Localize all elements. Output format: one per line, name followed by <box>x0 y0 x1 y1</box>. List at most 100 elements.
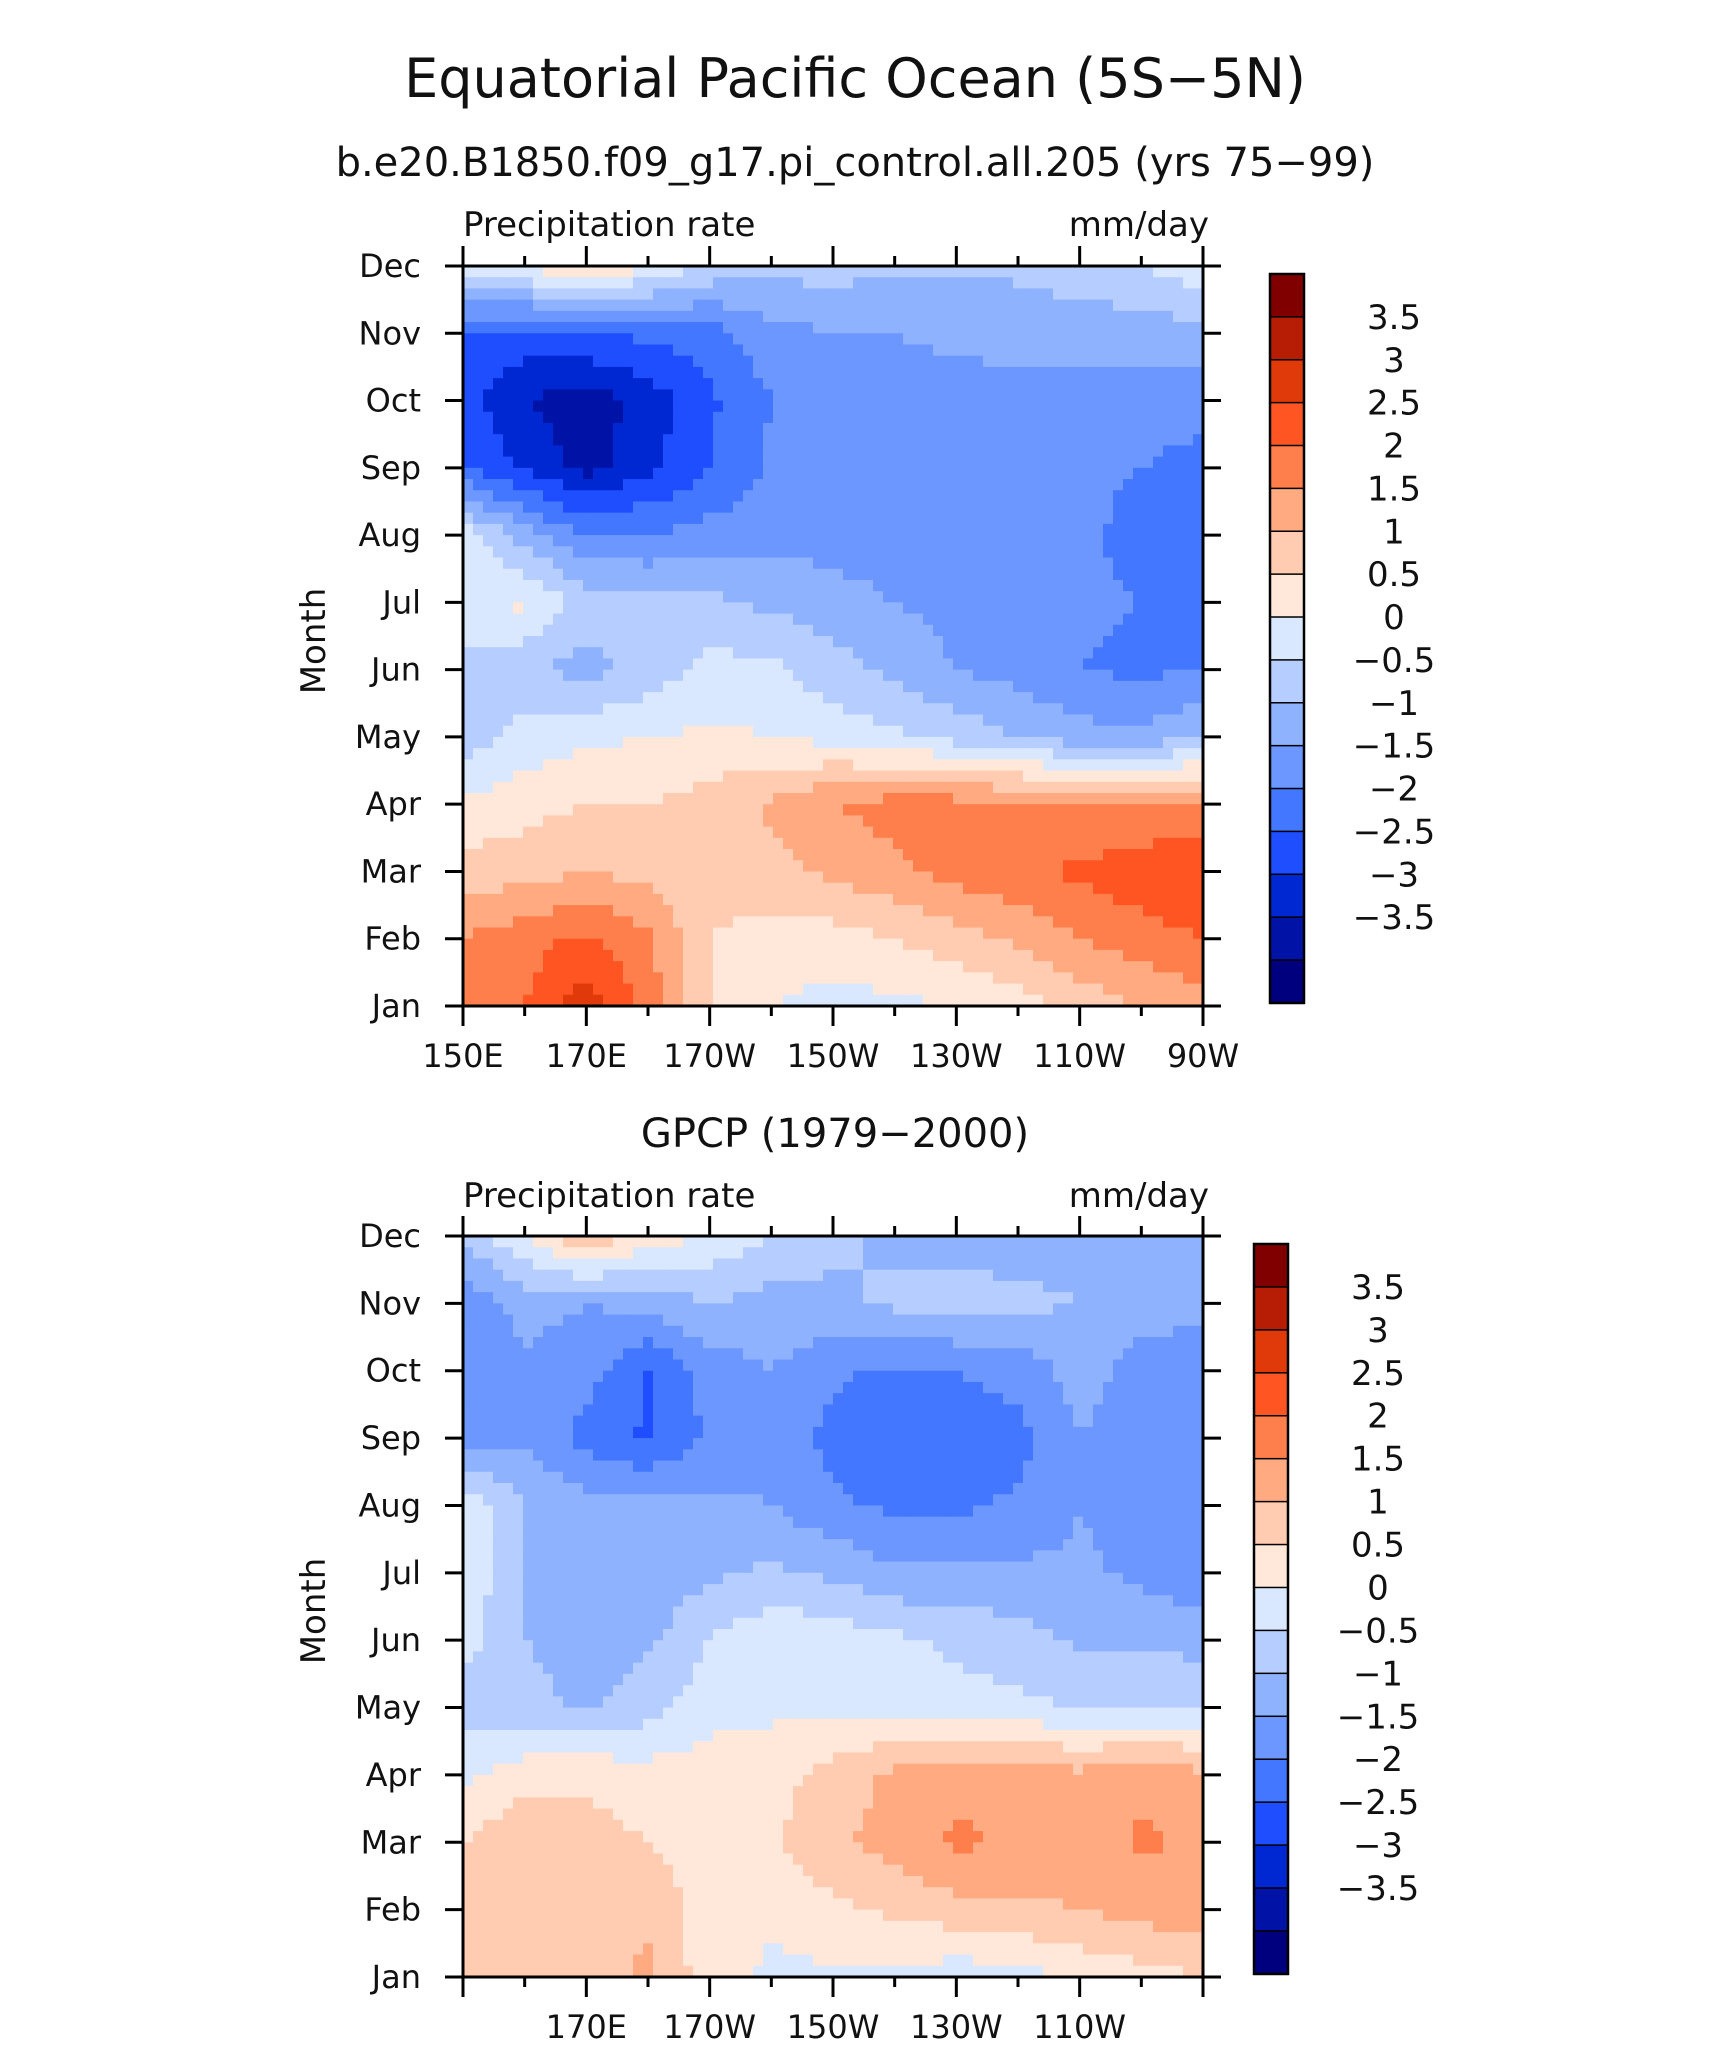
heatmap-cell <box>993 882 1004 895</box>
heatmap-cell <box>663 490 674 503</box>
heatmap-cell <box>1053 961 1064 973</box>
heatmap-cell <box>483 434 494 446</box>
heatmap-cell <box>1063 927 1074 940</box>
heatmap-cell <box>833 490 844 503</box>
heatmap-cell <box>593 456 604 469</box>
heatmap-cell <box>683 680 694 693</box>
heatmap-cell <box>963 277 974 290</box>
heatmap-cell <box>643 299 654 312</box>
heatmap-cell <box>703 523 714 536</box>
heatmap-cell <box>513 467 524 480</box>
heatmap-cell <box>1123 703 1134 716</box>
colorbar-label: −1 <box>1369 684 1419 724</box>
heatmap-cell <box>1043 916 1054 929</box>
heatmap-cell <box>703 546 714 559</box>
heatmap-cell <box>1103 781 1114 794</box>
heatmap-cell <box>1123 523 1134 536</box>
heatmap-cell <box>683 523 694 536</box>
heatmap-cell <box>773 647 784 660</box>
heatmap-cell <box>983 636 994 648</box>
heatmap-cell <box>1033 804 1044 816</box>
heatmap-cell <box>673 961 684 973</box>
heatmap-cell <box>1133 972 1144 985</box>
heatmap-cell <box>1083 938 1094 951</box>
heatmap-cell <box>1173 714 1184 727</box>
heatmap-cell <box>483 781 494 794</box>
heatmap-cell <box>953 837 964 850</box>
heatmap-cell <box>943 792 954 805</box>
heatmap-cell <box>983 983 994 996</box>
heatmap-cell <box>783 434 794 446</box>
heatmap-cell <box>1073 972 1084 985</box>
heatmap-cell <box>753 658 764 671</box>
heatmap-cell <box>553 277 564 290</box>
heatmap-cell <box>863 546 874 559</box>
heatmap-cell <box>653 568 664 581</box>
heatmap-cell <box>1153 770 1164 783</box>
heatmap-cell <box>473 669 484 682</box>
heatmap-cell <box>913 748 924 760</box>
heatmap-cell <box>973 333 984 346</box>
heatmap-cell <box>1103 288 1114 301</box>
heatmap-cell <box>833 310 844 323</box>
heatmap-cell <box>683 579 694 592</box>
heatmap-cell <box>513 669 524 682</box>
heatmap-cell <box>783 748 794 760</box>
heatmap-cell <box>473 882 484 895</box>
heatmap-cell <box>513 546 524 559</box>
heatmap-cell <box>553 759 564 772</box>
heatmap-cell <box>693 400 704 413</box>
heatmap-cell <box>743 434 754 446</box>
heatmap-cell <box>823 422 834 435</box>
heatmap-cell <box>1113 266 1124 278</box>
heatmap-cell <box>983 725 994 738</box>
heatmap-cell <box>703 871 714 884</box>
heatmap-cell <box>853 456 864 469</box>
heatmap-cell <box>823 792 834 805</box>
heatmap-cell <box>723 938 734 951</box>
heatmap-cell <box>703 422 714 435</box>
heatmap-cell <box>693 927 704 940</box>
heatmap-cell <box>603 927 614 940</box>
heatmap-cell <box>1033 837 1044 850</box>
heatmap-cell <box>893 871 904 884</box>
heatmap-cell <box>683 826 694 839</box>
heatmap-cell <box>943 849 954 861</box>
heatmap-cell <box>713 266 724 278</box>
heatmap-cell <box>463 546 474 559</box>
heatmap-cell <box>463 445 474 458</box>
heatmap-cell <box>593 535 604 547</box>
heatmap-cell <box>623 860 634 873</box>
heatmap-cell <box>603 658 614 671</box>
heatmap-cell <box>763 994 774 1007</box>
heatmap-cell <box>523 266 534 278</box>
heatmap-cell <box>1173 479 1184 491</box>
heatmap-cell <box>963 456 974 469</box>
heatmap-cell <box>1013 882 1024 895</box>
heatmap-cell <box>593 344 604 357</box>
heatmap-cell <box>1063 579 1074 592</box>
heatmap-cell <box>893 826 904 839</box>
heatmap-cell <box>753 882 764 895</box>
heatmap-cell <box>613 568 624 581</box>
heatmap-cell <box>1013 994 1024 1007</box>
heatmap-cell <box>603 299 614 312</box>
heatmap-cell <box>1003 568 1014 581</box>
heatmap-cell <box>1163 994 1174 1007</box>
heatmap-cell <box>903 535 914 547</box>
heatmap-cell <box>923 882 934 895</box>
heatmap-cell <box>663 927 674 940</box>
heatmap-cell <box>1133 568 1144 581</box>
heatmap-cell <box>483 512 494 525</box>
heatmap-cell <box>1093 692 1104 704</box>
heatmap-cell <box>943 333 954 346</box>
heatmap-cell <box>983 322 994 334</box>
heatmap-cell <box>913 591 924 603</box>
heatmap-cell <box>793 355 804 368</box>
heatmap-cell <box>1193 692 1204 704</box>
heatmap-cell <box>613 916 624 929</box>
heatmap-cell <box>533 479 544 491</box>
heatmap-cell <box>763 557 774 570</box>
heatmap-cell <box>513 983 524 996</box>
heatmap-cell <box>1073 445 1084 458</box>
